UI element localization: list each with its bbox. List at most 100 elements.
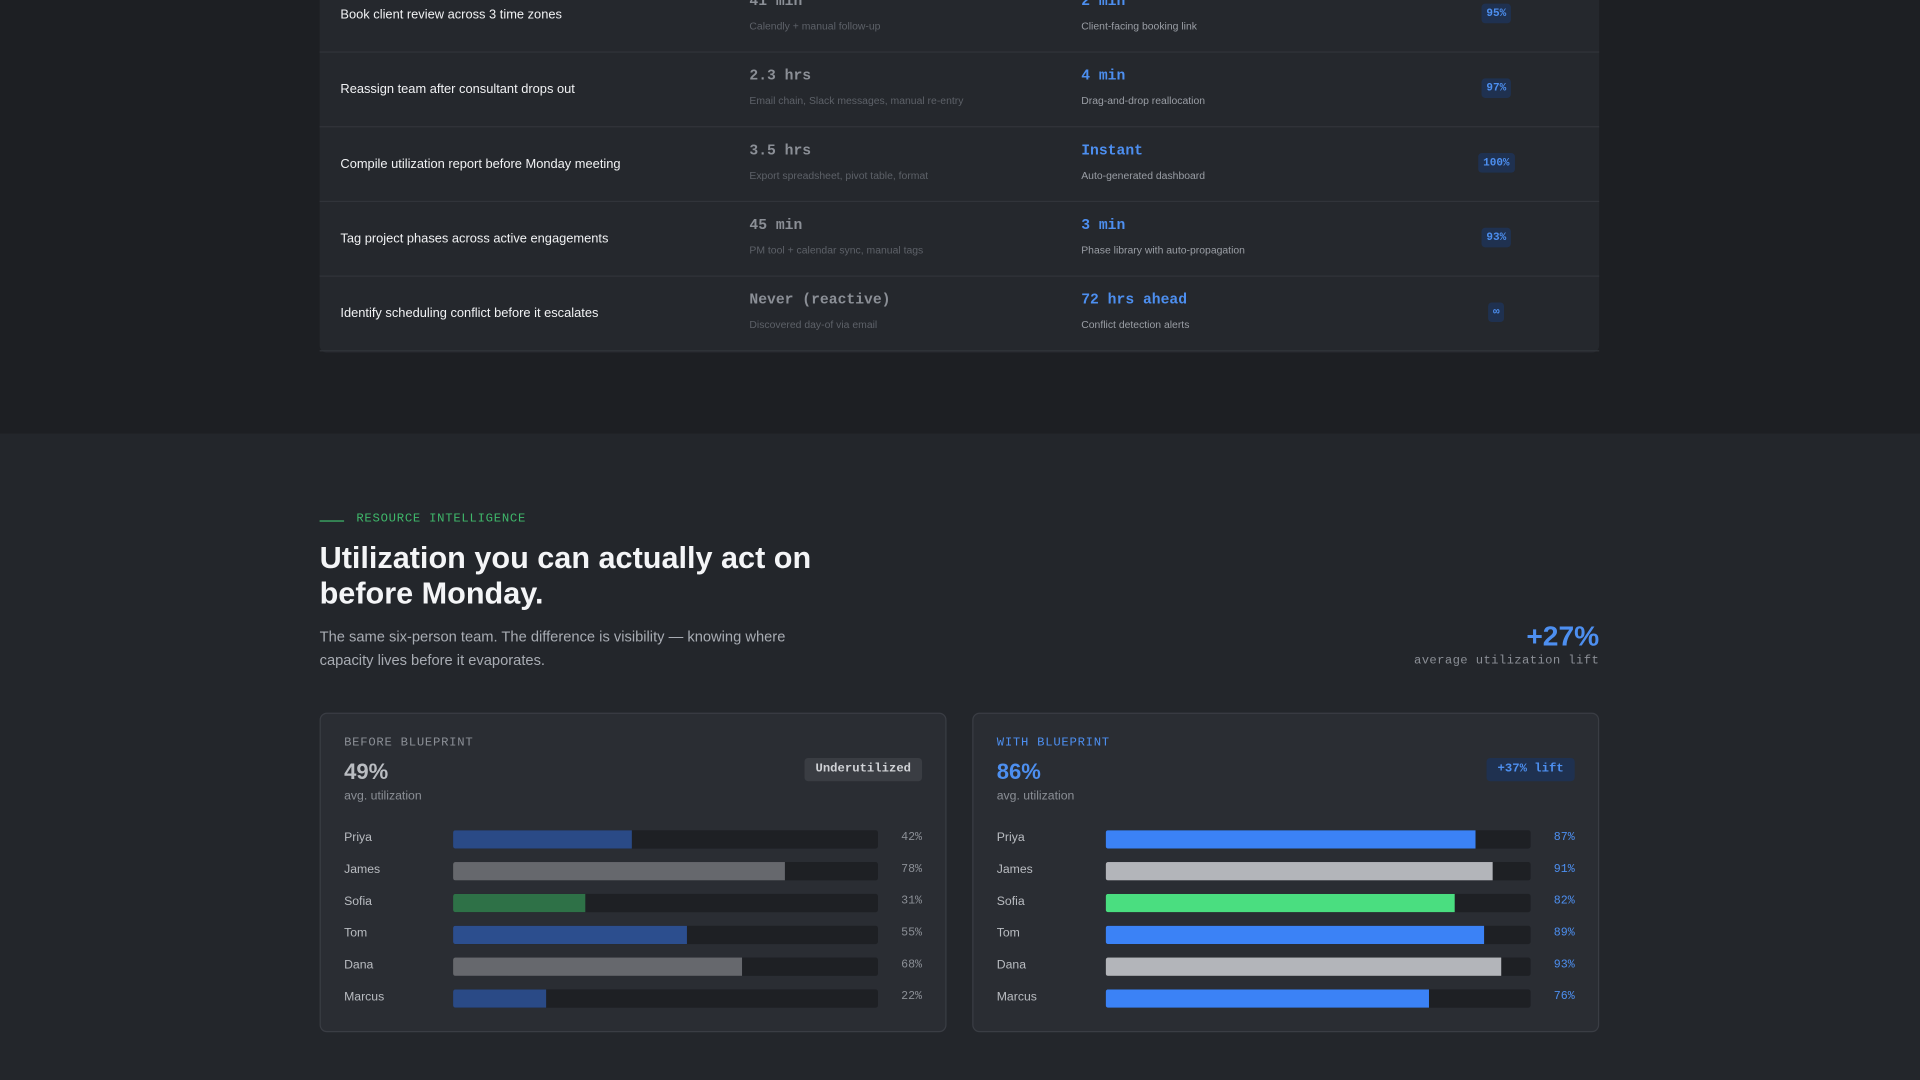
panel-value: 86%: [996, 759, 1041, 784]
bar-name: Sofia: [996, 895, 1025, 909]
after-time: 72 hrs ahead: [1081, 291, 1188, 309]
bar-track: [1105, 957, 1531, 976]
bar-label: 55%: [901, 925, 923, 940]
gain-badge: 97%: [1481, 78, 1512, 98]
after-note: Conflict detection alerts: [1081, 318, 1190, 331]
bar: [453, 830, 632, 849]
bar-track: [1105, 862, 1531, 881]
bar-track: [1105, 830, 1531, 849]
bar-track: [453, 989, 878, 1008]
panel-value-label: avg. utilization: [344, 789, 422, 804]
task: Book client review across 3 time zones: [340, 7, 562, 23]
table-row: Reassign team after consultant drops out…: [319, 53, 1600, 128]
bar-label: 82%: [1553, 893, 1575, 908]
bar-name: Marcus: [344, 990, 385, 1005]
bar: [453, 989, 547, 1008]
description: The same six-person team. The difference…: [319, 628, 786, 669]
bar-name: Dana: [344, 958, 374, 973]
bar-label: 76%: [1553, 989, 1575, 1003]
bar-name: Priya: [996, 831, 1025, 845]
after-time: 3 min: [1081, 216, 1126, 234]
after-note: Drag-and-drop reallocation: [1081, 94, 1206, 107]
bar-track: [1105, 925, 1531, 945]
before-time: 45 min: [749, 216, 803, 234]
bar-name: James: [344, 863, 381, 877]
gain-badge: 100%: [1478, 153, 1515, 173]
stat: +27%: [1526, 619, 1600, 652]
bar-track: [453, 862, 878, 881]
after-time: 4 min: [1081, 67, 1126, 85]
after-note: Phase library with auto-propagation: [1081, 243, 1245, 256]
after-time: Instant: [1081, 142, 1143, 160]
bar-label: 22%: [901, 989, 923, 1003]
bar-label: 31%: [901, 893, 923, 908]
task: Reassign team after consultant drops out: [340, 82, 575, 97]
bar-label: 93%: [1553, 957, 1575, 972]
after-note: Client-facing booking link: [1081, 19, 1197, 32]
task: Identify scheduling conflict before it e…: [340, 306, 599, 321]
bar-track: [453, 893, 878, 913]
eyebrow-line: [319, 520, 345, 522]
bar-label: 91%: [1553, 862, 1575, 876]
stat-label: average utilization lift: [1413, 655, 1600, 669]
heading: Utilization you can actually act on befo…: [319, 541, 812, 612]
bar-label: 42%: [901, 830, 923, 844]
bar-name: Priya: [344, 831, 372, 845]
bar: [1105, 957, 1501, 976]
gain-badge: ∞: [1488, 302, 1505, 323]
bar-label: 78%: [901, 862, 923, 876]
panel: BEFORE BLUEPRINT 49% avg. utilization Under…: [319, 712, 947, 1033]
table-row: Identify scheduling conflict before it e…: [319, 277, 1600, 352]
bar-name: James: [996, 863, 1033, 877]
gain-badge: 95%: [1481, 3, 1512, 24]
before-time: 2.3 hrs: [749, 67, 812, 85]
bar: [453, 957, 742, 976]
before-note: Discovered day-of via email: [749, 318, 878, 331]
before-time: Never (reactive): [749, 291, 891, 309]
after-note: Auto-generated dashboard: [1081, 168, 1206, 182]
panel-value: 49%: [344, 759, 389, 784]
panel: WITH BLUEPRINT 86% avg. utilization +37% li…: [972, 712, 1600, 1033]
task: Compile utilization report before Monday…: [340, 156, 621, 172]
bar-track: [453, 925, 878, 945]
bar-track: [1105, 989, 1531, 1008]
comparison-table: Book client review across 3 time zones 41…: [319, 0, 1600, 353]
panel-badge: Underutilized: [804, 757, 923, 782]
panel-title: WITH BLUEPRINT: [996, 737, 1110, 751]
bar: [1105, 925, 1484, 945]
bar: [1105, 830, 1476, 849]
bar-track: [453, 957, 878, 976]
panel-badge: +37% lift: [1486, 757, 1575, 782]
table-row: Book client review across 3 time zones 41…: [319, 0, 1600, 53]
bar-name: Tom: [344, 926, 368, 941]
before-note: Export spreadsheet, pivot table, format: [749, 168, 929, 182]
panel-value-label: avg. utilization: [996, 789, 1075, 804]
bar: [453, 925, 687, 945]
after-time: 2 min: [1081, 0, 1126, 10]
bar-name: Tom: [996, 926, 1020, 941]
bar: [1105, 893, 1455, 913]
bar-track: [1105, 893, 1531, 913]
bar-name: Sofia: [344, 895, 372, 909]
bar-label: 89%: [1553, 925, 1575, 940]
task: Tag project phases across active engagem…: [340, 231, 609, 247]
top-section: Book client review across 3 time zones 41…: [0, 0, 1920, 434]
before-note: PM tool + calendar sync, manual tags: [749, 243, 924, 256]
table-row: Compile utilization report before Monday…: [319, 127, 1600, 203]
bar-label: 68%: [901, 957, 923, 972]
bar-name: Dana: [996, 958, 1027, 973]
bar: [1105, 989, 1429, 1008]
gain-badge: 93%: [1481, 227, 1512, 248]
before-time: 41 min: [749, 0, 803, 10]
bar-label: 87%: [1553, 830, 1575, 844]
before-time: 3.5 hrs: [749, 142, 812, 160]
bar-name: Marcus: [996, 990, 1037, 1005]
bar: [453, 862, 785, 881]
bar: [453, 893, 585, 913]
bar: [1105, 862, 1493, 881]
eyebrow: RESOURCE INTELLIGENCE: [356, 513, 527, 527]
table-row: Tag project phases across active engagem…: [319, 202, 1600, 277]
bar-track: [453, 830, 878, 849]
